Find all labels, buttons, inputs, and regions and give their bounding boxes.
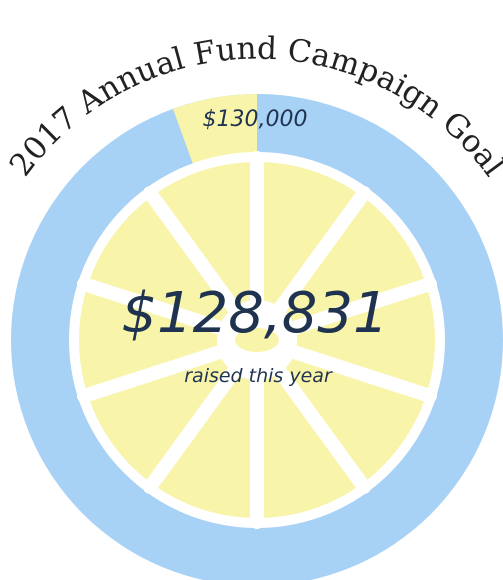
- goal-label: $130,000: [203, 107, 308, 132]
- lemon-core-inner: [235, 328, 279, 352]
- graphic: 2017 Annual Fund Campaign Goal $130,000 …: [3, 30, 503, 580]
- raised-amount: $128,831: [121, 281, 388, 346]
- raised-caption: raised this year: [184, 365, 333, 387]
